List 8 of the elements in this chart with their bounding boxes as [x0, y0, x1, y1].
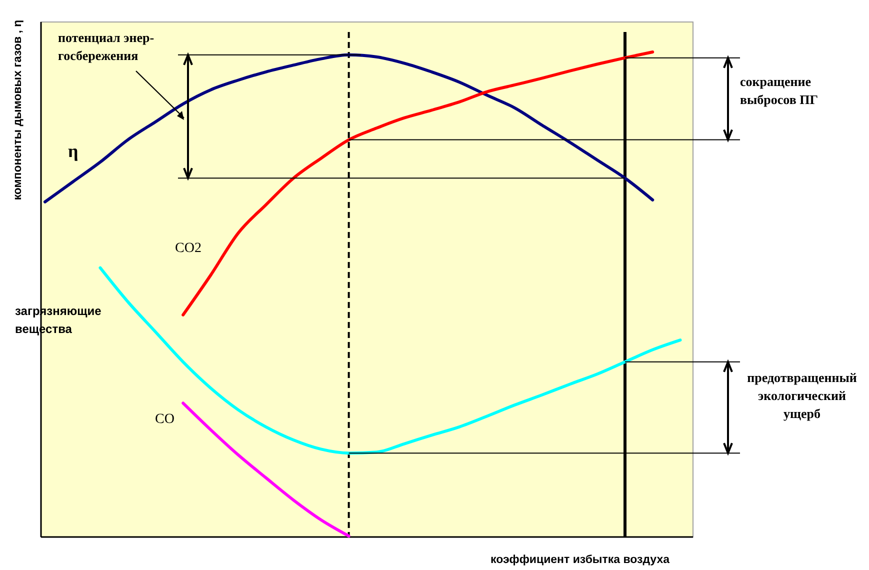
series-label: CO [155, 412, 174, 427]
series-label: CO2 [175, 241, 202, 256]
annotation: потенциал энер-госбережения [58, 30, 154, 63]
y-axis-title: компоненты дымовых газов , η [12, 20, 24, 200]
text: сокращение выбросов ПГ [740, 74, 818, 107]
text: предотвращенный экологический ущерб [747, 370, 858, 421]
series-label: η [68, 141, 78, 161]
x-axis-title: коэффициент избытка воздуха [490, 554, 670, 566]
